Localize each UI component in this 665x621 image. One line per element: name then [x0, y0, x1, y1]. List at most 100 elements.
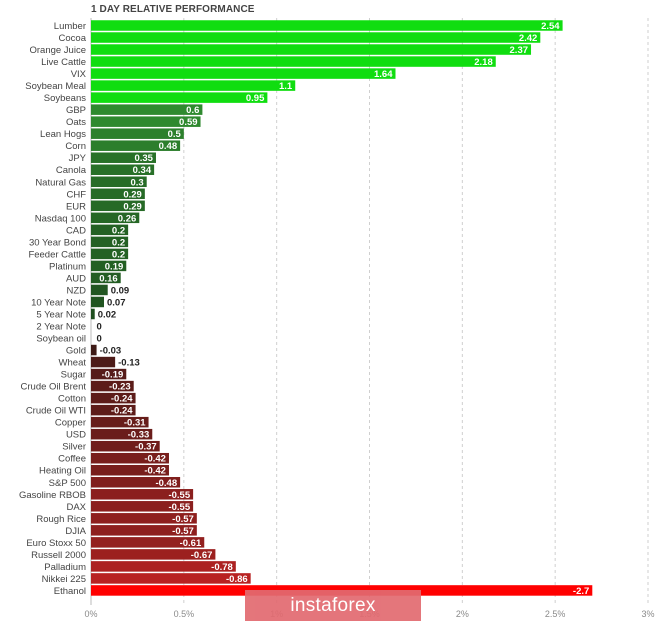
value-label: -0.48	[155, 478, 177, 489]
value-label: 0.48	[159, 141, 178, 152]
value-label: -0.24	[111, 394, 133, 405]
bar	[91, 368, 127, 380]
category-label: Silver	[62, 442, 86, 453]
category-label: Euro Stoxx 50	[26, 538, 86, 549]
bar	[91, 501, 194, 512]
value-label: -0.31	[124, 418, 146, 429]
value-label: 0.2	[112, 225, 125, 236]
bar	[91, 452, 169, 464]
category-label: JPY	[69, 153, 87, 164]
bar	[91, 440, 160, 452]
category-label: VIX	[71, 69, 87, 80]
bar	[91, 80, 296, 91]
bar	[91, 248, 129, 260]
category-label: 10 Year Note	[31, 297, 86, 308]
bar	[91, 380, 134, 392]
value-label: 2.18	[474, 57, 493, 68]
category-label: Russell 2000	[31, 550, 86, 561]
bar	[91, 32, 541, 43]
category-label: Lumber	[54, 21, 86, 32]
bar	[91, 489, 194, 500]
value-label: 0.35	[134, 153, 153, 164]
bar	[91, 272, 121, 284]
value-label: 0.09	[111, 285, 129, 296]
bar	[91, 44, 532, 55]
chart-title: 1 DAY RELATIVE PERFORMANCE	[91, 4, 255, 15]
category-label: Live Cattle	[41, 57, 86, 68]
category-label: NZD	[66, 285, 86, 296]
x-tick-label: 0%	[84, 609, 97, 619]
bar	[91, 176, 147, 188]
category-label: DJIA	[65, 526, 86, 537]
bar	[91, 428, 153, 440]
bar	[91, 573, 251, 584]
bar	[91, 20, 563, 31]
category-label: Palladium	[44, 562, 86, 573]
category-label: Canola	[56, 165, 87, 176]
bar	[91, 116, 201, 127]
value-label: -0.33	[128, 430, 150, 441]
category-label: Orange Juice	[29, 45, 86, 56]
bar	[91, 200, 145, 212]
bar	[91, 308, 95, 320]
bar	[91, 537, 205, 548]
category-label: GBP	[66, 105, 86, 116]
bar	[91, 284, 108, 296]
category-label: CHF	[66, 189, 86, 200]
bar	[91, 68, 396, 79]
category-label: Copper	[55, 418, 86, 429]
value-label: 0.95	[246, 93, 265, 104]
value-label: 0.2	[112, 249, 125, 260]
value-label: -0.67	[191, 550, 213, 561]
value-label: 0.5	[168, 129, 182, 140]
x-tick-label: 2.5%	[545, 609, 566, 619]
bars	[91, 20, 593, 596]
value-label: -0.42	[144, 466, 166, 477]
value-label: -0.61	[180, 538, 202, 549]
category-label: Soybean Meal	[25, 81, 86, 92]
value-label: -0.78	[211, 562, 233, 573]
bar	[91, 224, 129, 236]
category-label: USD	[66, 430, 86, 441]
category-label: Wheat	[59, 358, 87, 369]
value-label: -0.19	[102, 370, 124, 381]
bar	[91, 344, 97, 356]
value-label: 0.16	[99, 273, 118, 284]
category-label: Cotton	[58, 394, 86, 405]
category-label: EUR	[66, 201, 86, 212]
value-label: -0.13	[118, 358, 140, 369]
bar	[91, 477, 181, 488]
bar	[91, 549, 216, 560]
value-label: 0.29	[123, 189, 142, 200]
bar	[91, 392, 136, 404]
bar	[91, 188, 145, 200]
value-label: 0.07	[107, 297, 126, 308]
value-label: 2.54	[541, 21, 560, 32]
category-label: Coffee	[58, 454, 86, 465]
value-label: -0.55	[168, 502, 190, 513]
category-label: CAD	[66, 225, 86, 236]
value-label: 0.59	[179, 117, 198, 128]
x-tick-label: 2%	[456, 609, 469, 619]
bar	[91, 260, 127, 272]
bar	[91, 416, 149, 428]
value-label: -0.24	[111, 406, 133, 417]
value-label: 0.26	[118, 213, 137, 224]
instaforex-watermark: instaforex	[245, 590, 421, 621]
value-label: -0.86	[226, 574, 248, 585]
value-label: 0.34	[133, 165, 152, 176]
bar	[91, 404, 136, 416]
bar	[91, 128, 184, 139]
watermark-text: instaforex	[290, 595, 376, 616]
category-label: Gasoline RBOB	[19, 490, 86, 501]
value-labels: 2.542.422.37 2.18 1.64 1.1 0.95 0.60.590.50.4…	[97, 21, 590, 597]
value-label: 0.3	[130, 177, 143, 188]
bar	[91, 296, 104, 308]
category-label: Crude Oil WTI	[26, 406, 86, 417]
category-label: AUD	[66, 273, 86, 284]
value-label: -2.7	[573, 586, 589, 597]
category-label: Heating Oil	[39, 466, 86, 477]
value-label: -0.57	[172, 514, 194, 525]
category-label: Platinum	[49, 261, 86, 272]
value-label: 0.6	[186, 105, 199, 116]
